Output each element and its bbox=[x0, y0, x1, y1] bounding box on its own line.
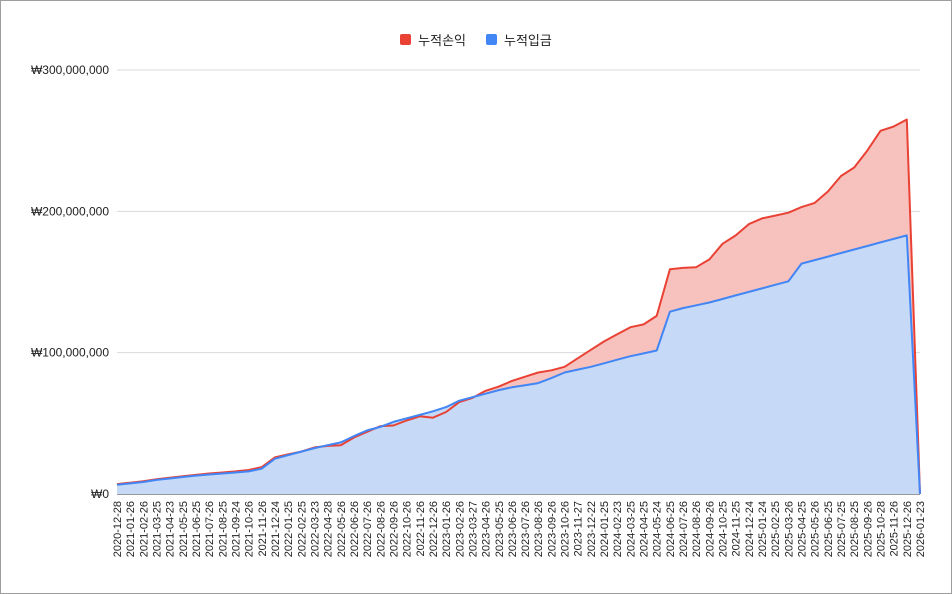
y-tick-label: ₩300,000,000 bbox=[31, 63, 109, 77]
x-tick-label: 2024-06-25 bbox=[665, 501, 677, 557]
x-tick-label: 2021-04-23 bbox=[165, 501, 177, 557]
x-tick-label: 2023-01-26 bbox=[441, 501, 453, 557]
x-tick-label: 2023-06-26 bbox=[507, 501, 519, 557]
x-tick-label: 2021-08-25 bbox=[217, 501, 229, 557]
x-tick-label: 2022-12-26 bbox=[428, 501, 440, 557]
legend-label-series-2: 누적입금 bbox=[504, 33, 552, 48]
x-tick-label: 2023-12-22 bbox=[586, 501, 598, 557]
x-tick-label: 2023-09-26 bbox=[546, 501, 558, 557]
y-tick-label: ₩0 bbox=[91, 487, 109, 501]
x-tick-label: 2025-05-26 bbox=[810, 501, 822, 557]
x-tick-label: 2025-08-25 bbox=[849, 501, 861, 557]
x-tick-label: 2024-04-25 bbox=[639, 501, 651, 557]
x-tick-label: 2024-11-25 bbox=[731, 501, 743, 556]
x-tick-label: 2023-08-26 bbox=[533, 501, 545, 557]
x-tick-label: 2025-02-25 bbox=[770, 501, 782, 557]
x-tick-label: 2024-05-24 bbox=[652, 501, 664, 557]
x-tick-label: 2022-05-26 bbox=[336, 501, 348, 557]
x-tick-label: 2024-02-23 bbox=[612, 501, 624, 557]
x-tick-label: 2022-10-26 bbox=[402, 501, 414, 557]
legend-item-series-2[interactable]: 누적입금 bbox=[486, 30, 552, 49]
x-tick-label: 2023-05-25 bbox=[494, 501, 506, 557]
x-tick-label: 2021-06-25 bbox=[191, 501, 203, 557]
x-tick-label: 2021-01-26 bbox=[125, 501, 137, 557]
x-tick-label: 2021-12-24 bbox=[270, 501, 282, 557]
x-tick-label: 2023-02-26 bbox=[454, 501, 466, 557]
y-tick-label: ₩200,000,000 bbox=[31, 204, 109, 218]
x-tick-label: 2022-08-26 bbox=[375, 501, 387, 557]
x-tick-label: 2023-04-26 bbox=[481, 501, 493, 557]
x-tick-label: 2022-09-26 bbox=[388, 501, 400, 557]
x-tick-label: 2024-10-25 bbox=[718, 501, 730, 557]
x-tick-label: 2021-09-24 bbox=[231, 501, 243, 557]
x-tick-label: 2021-07-26 bbox=[204, 501, 216, 557]
series-line-1 bbox=[116, 118, 921, 495]
x-tick-label: 2020-12-28 bbox=[112, 501, 124, 557]
x-tick-label: 2023-11-27 bbox=[573, 501, 585, 556]
x-tick-label: 2022-01-25 bbox=[283, 501, 295, 557]
series-area-2 bbox=[117, 235, 920, 494]
x-tick-label: 2025-01-24 bbox=[757, 501, 769, 557]
x-tick-label: 2025-04-25 bbox=[797, 501, 809, 557]
x-tick-label: 2024-08-26 bbox=[691, 501, 703, 557]
x-tick-label: 2022-02-25 bbox=[296, 501, 308, 557]
x-tick-label: 2026-01-23 bbox=[915, 501, 927, 557]
legend-swatch-series-2 bbox=[486, 34, 497, 45]
x-tick-label: 2025-12-26 bbox=[902, 501, 914, 557]
x-tick-label: 2025-06-25 bbox=[823, 501, 835, 557]
y-tick-label: ₩100,000,000 bbox=[31, 346, 109, 360]
legend-item-series-1[interactable]: 누적손익 bbox=[400, 30, 466, 49]
x-tick-label: 2021-05-25 bbox=[178, 501, 190, 557]
x-tick-label: 2022-07-26 bbox=[362, 501, 374, 557]
x-tick-label: 2023-10-26 bbox=[560, 501, 572, 557]
x-tick-label: 2023-03-27 bbox=[467, 501, 479, 557]
x-tick-label: 2024-12-24 bbox=[744, 501, 756, 557]
x-tick-label: 2021-03-25 bbox=[152, 501, 164, 557]
x-tick-label: 2022-06-26 bbox=[349, 501, 361, 557]
x-tick-label: 2021-11-26 bbox=[257, 501, 269, 556]
x-tick-label: 2022-04-28 bbox=[323, 501, 335, 557]
x-tick-label: 2022-11-26 bbox=[415, 501, 427, 556]
x-tick-label: 2021-10-26 bbox=[244, 501, 256, 557]
legend-swatch-series-1 bbox=[400, 34, 412, 45]
x-tick-label: 2025-11-26 bbox=[889, 501, 901, 556]
x-tick-label: 2021-02-26 bbox=[138, 501, 150, 557]
x-tick-label: 2025-03-26 bbox=[783, 501, 795, 557]
x-tick-label: 2025-10-28 bbox=[876, 501, 888, 557]
x-tick-label: 2024-07-26 bbox=[678, 501, 690, 557]
legend-label-series-1: 누적손익 bbox=[418, 33, 466, 48]
legend: 누적손익 누적입금 bbox=[0, 30, 952, 49]
series-line-2 bbox=[116, 234, 921, 495]
x-tick-label: 2025-07-25 bbox=[836, 501, 848, 557]
x-tick-label: 2024-03-25 bbox=[625, 501, 637, 557]
x-tick-label: 2022-03-23 bbox=[310, 501, 322, 557]
x-tick-label: 2024-09-26 bbox=[704, 501, 716, 557]
x-tick-label: 2023-07-26 bbox=[520, 501, 532, 557]
x-tick-label: 2024-01-25 bbox=[599, 501, 611, 557]
x-tick-label: 2025-09-26 bbox=[862, 501, 874, 557]
